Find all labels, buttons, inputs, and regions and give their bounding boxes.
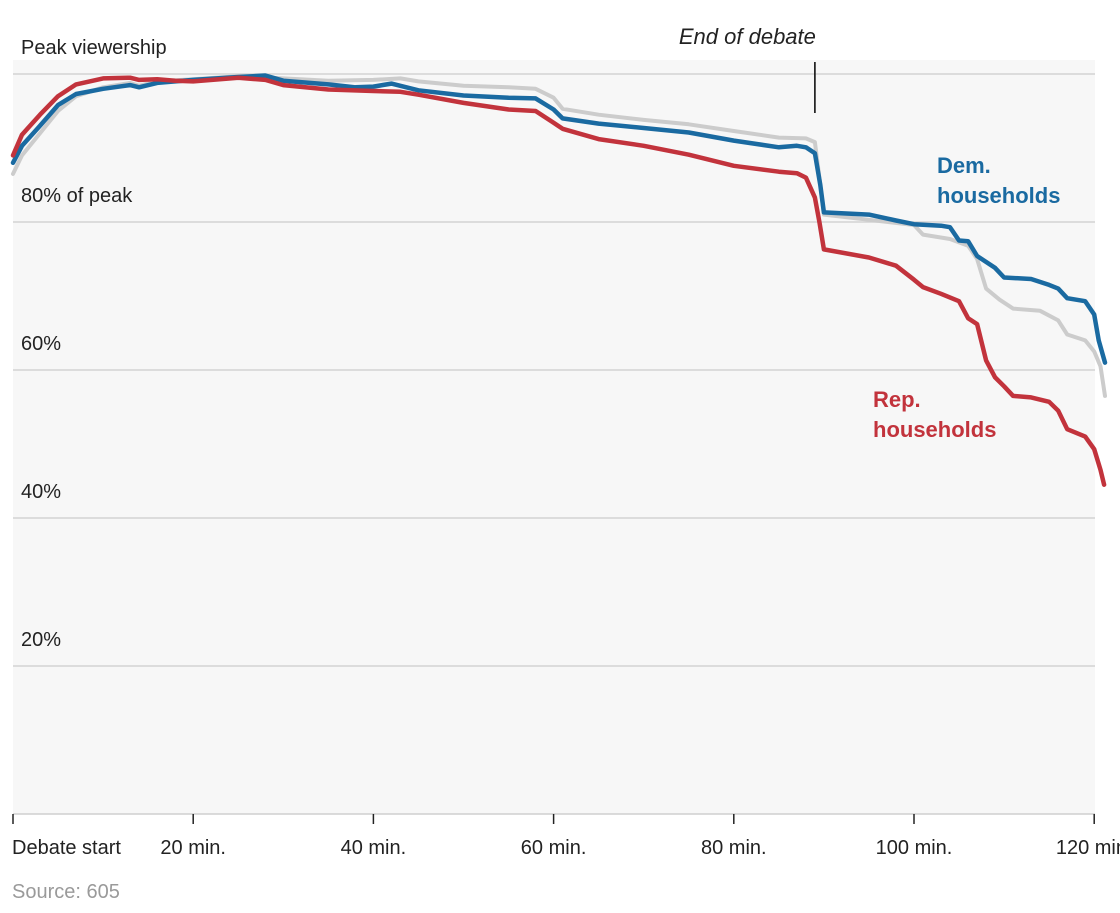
x-tick-label: 40 min.: [341, 837, 407, 859]
series-label-line: households: [937, 183, 1060, 208]
plot-background: [13, 60, 1095, 814]
y-tick-label: Peak viewership: [21, 37, 167, 59]
x-axis: Debate start 20 min. 40 min. 60 min. 80 min.…: [12, 813, 1120, 859]
y-tick-label: 60%: [21, 333, 61, 355]
series-label-line: Rep.: [873, 387, 921, 412]
gridlines: [13, 73, 1095, 667]
series-label-line: Dem.: [937, 153, 991, 178]
x-tick-label: 120 min.: [1056, 837, 1120, 859]
x-tick-label: 100 min.: [876, 837, 953, 859]
y-tick-label: 20%: [21, 629, 61, 651]
x-tick-label: 80 min.: [701, 837, 767, 859]
y-tick-label: 80% of peak: [21, 185, 133, 207]
y-tick-labels: Peak viewership 80% of peak 60% 40% 20%: [21, 37, 167, 651]
series-label-rep: Rep. households: [873, 387, 996, 442]
series-label-line: households: [873, 417, 996, 442]
series-labels: Dem. households Rep. households: [873, 153, 1060, 442]
annotations: End of debate: [679, 24, 816, 113]
annotation-label: End of debate: [679, 24, 816, 49]
series-lines: [10, 73, 1108, 487]
x-tick-label: 20 min.: [160, 837, 226, 859]
x-tick-label: 60 min.: [521, 837, 587, 859]
source-note: Source: 605: [12, 881, 120, 903]
series-line-rep: [10, 75, 1107, 487]
x-tick-label: Debate start: [12, 837, 121, 859]
y-tick-label: 40%: [21, 481, 61, 503]
series-label-dem: Dem. households: [937, 153, 1060, 208]
